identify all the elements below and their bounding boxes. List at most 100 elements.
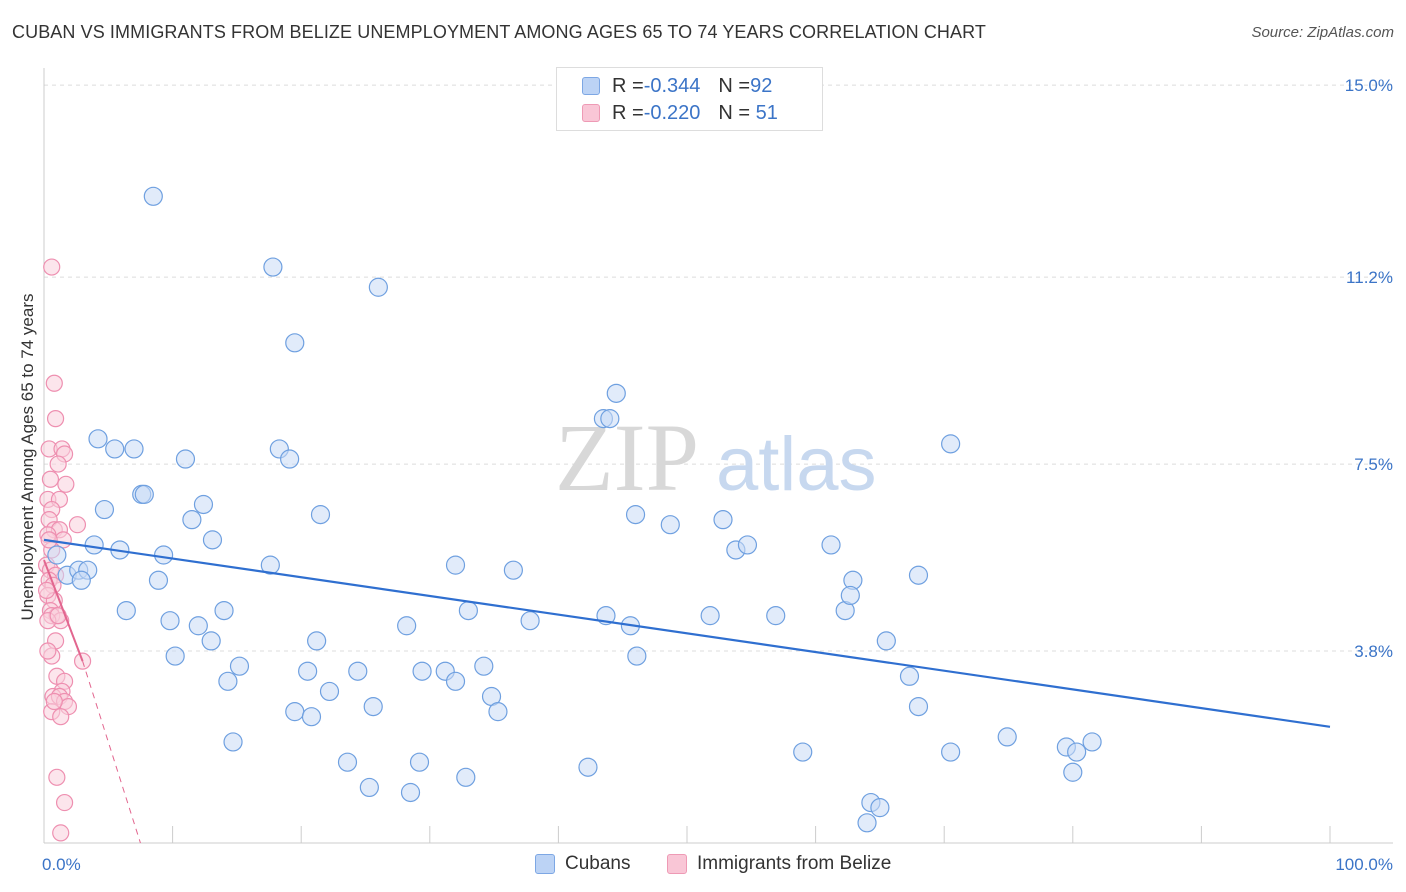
legend-n-value: 51 [750, 101, 778, 124]
bottom-legend-swatch-cubans [535, 854, 555, 874]
cubans-point [700, 606, 720, 626]
cubans-point [458, 600, 478, 621]
cubans-point [908, 696, 929, 717]
belize-point [48, 768, 66, 786]
bottom-legend-label-cubans: Cubans [565, 853, 631, 874]
grid-lines [44, 84, 1393, 652]
cubans-point [298, 661, 318, 681]
cubans-point [625, 505, 646, 525]
cubans-trend-line [43, 538, 1331, 728]
cubans-point [899, 666, 920, 686]
cubans-point [857, 813, 877, 833]
bottom-legend-belize[interactable]: Immigrants from Belize [667, 851, 891, 877]
cubans-point [737, 535, 758, 555]
cubans-point [474, 656, 494, 676]
legend-n-label: N = [718, 74, 751, 97]
cubans-point [941, 742, 961, 762]
cubans-point [105, 439, 125, 459]
cubans-point [285, 702, 305, 722]
watermark: ZIP atlas [555, 404, 877, 511]
cubans-point [793, 742, 813, 762]
cubans-point [175, 449, 196, 469]
cubans-point [363, 696, 383, 717]
legend-swatch-cubans [582, 77, 600, 95]
belize-point [55, 793, 74, 812]
x-tick-label: 100.0% [1335, 855, 1393, 874]
belize-point [68, 516, 87, 534]
belize-point [43, 258, 61, 276]
cubans-point [301, 707, 322, 727]
cubans-point [218, 671, 238, 691]
cubans-point [600, 409, 620, 429]
legend-row-cubans: R = -0.344 N = 92 [582, 73, 772, 99]
belize-point [45, 374, 63, 392]
x-tick-label: 0.0% [42, 855, 81, 874]
cubans-point [445, 671, 466, 691]
cubans-point [214, 600, 234, 621]
watermark-zip: ZIP [555, 404, 699, 511]
cubans-point [520, 611, 540, 631]
cubans-point [84, 535, 104, 555]
tick-labels: 3.8% 7.5% 11.2% 15.0% 0.0% 100.0% [42, 76, 1393, 874]
belize-point [41, 470, 60, 488]
belize-point [52, 824, 70, 842]
chart-title: CUBAN VS IMMIGRANTS FROM BELIZE UNEMPLOY… [12, 22, 987, 42]
legend-n-value: 92 [750, 74, 773, 97]
cubans-point [88, 429, 108, 449]
cubans-point [488, 702, 508, 722]
source-note: Source: ZipAtlas.com [1251, 24, 1394, 41]
cubans-point [397, 616, 417, 636]
belize-point [57, 475, 75, 493]
bottom-legend-label-belize: Immigrants from Belize [697, 853, 892, 874]
cubans-point [348, 661, 368, 681]
cubans-point [445, 555, 466, 575]
y-tick-label: 11.2% [1346, 268, 1393, 287]
belize-point [39, 642, 57, 660]
cubans-point [1063, 762, 1083, 782]
legend-swatch-belize [582, 104, 600, 122]
cubans-point [359, 777, 379, 798]
cubans-point [143, 186, 163, 206]
cubans-point [766, 606, 786, 626]
bottom-legend-swatch-belize [667, 854, 687, 874]
cubans-point [94, 499, 115, 520]
y-tick-label: 3.8% [1354, 642, 1393, 661]
belize-point [37, 581, 56, 599]
cubans-point [134, 484, 154, 504]
belize-trend-line [43, 559, 84, 662]
watermark-atlas: atlas [716, 422, 877, 507]
cubans-point [71, 570, 91, 590]
legend-r-label: R = [612, 74, 644, 97]
y-axis-label: Unemployment Among Ages 65 to 74 years [18, 293, 37, 621]
legend-r-value: -0.344 [643, 74, 701, 97]
trend-lines [43, 538, 1331, 844]
cubans-point [870, 798, 890, 818]
correlation-legend: R = -0.344 N = 92 R = -0.220 N = 51 [556, 67, 823, 131]
cubans-point [201, 631, 221, 651]
y-tick-label: 7.5% [1354, 455, 1393, 474]
cubans-point [908, 565, 929, 585]
cubans-point [285, 333, 305, 353]
cubans-point [456, 767, 476, 787]
belize-trend-extension [82, 660, 141, 844]
cubans-point [124, 439, 144, 459]
cubans-point [182, 510, 202, 530]
cubans-point [1082, 732, 1102, 752]
legend-row-belize: R = -0.220 N = 51 [582, 100, 778, 126]
cubans-point [193, 494, 214, 515]
legend-r-label: R = [612, 101, 644, 124]
bottom-legend-cubans[interactable]: Cubans [535, 851, 631, 877]
cubans-point [997, 727, 1017, 747]
cubans-point [606, 383, 626, 403]
cubans-point [840, 585, 860, 606]
cubans-point [260, 555, 280, 575]
y-tick-label: 15.0% [1345, 76, 1393, 95]
cubans-point [1067, 742, 1087, 762]
cubans-point [337, 752, 358, 772]
cubans-point [202, 530, 223, 550]
cubans-point [153, 545, 174, 565]
belize-point [52, 708, 70, 726]
cubans-point [876, 631, 896, 651]
cubans-point [941, 434, 961, 454]
